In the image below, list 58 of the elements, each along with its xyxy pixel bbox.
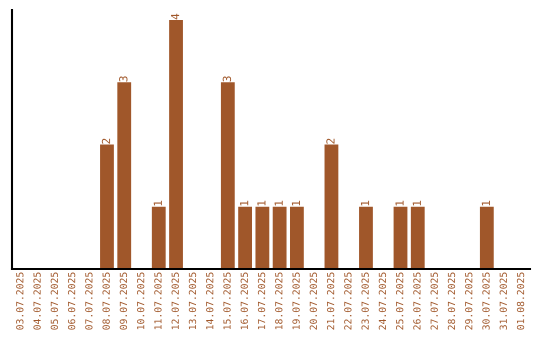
bar	[290, 206, 304, 269]
x-tick-label: 09.07.2025	[120, 272, 128, 330]
x-tick-label: 28.07.2025	[448, 272, 456, 330]
bar	[152, 206, 166, 269]
data-label: 4	[171, 14, 180, 20]
data-label: 1	[395, 200, 404, 206]
bar	[480, 206, 494, 269]
x-tick-label: 24.07.2025	[378, 272, 386, 330]
x-tick-label: 25.07.2025	[396, 272, 404, 330]
x-tick-label: 30.07.2025	[482, 272, 490, 330]
bar	[272, 206, 287, 269]
x-tick-label: 15.07.2025	[223, 272, 231, 330]
x-tick-label: 06.07.2025	[68, 272, 76, 330]
data-label: 1	[412, 200, 421, 206]
x-tick-label: 05.07.2025	[50, 272, 58, 330]
x-tick-label: 12.07.2025	[172, 272, 179, 330]
bar	[220, 82, 235, 269]
data-label: 1	[240, 200, 248, 206]
x-tick-label: 26.07.2025	[413, 272, 421, 330]
bar	[169, 20, 183, 269]
data-label: 1	[292, 200, 300, 206]
data-label: 1	[154, 200, 162, 206]
x-tick-label: 03.07.2025	[16, 272, 24, 330]
x-tick-label: 10.07.2025	[136, 272, 144, 330]
x-tick-label: 29.07.2025	[465, 272, 472, 330]
bar	[324, 144, 338, 269]
bar	[410, 206, 425, 269]
bar	[359, 206, 373, 269]
x-tick-label: 20.07.2025	[310, 272, 318, 330]
bar	[238, 206, 252, 269]
x-tick-label: 08.07.2025	[102, 272, 110, 330]
x-tick-label: 16.07.2025	[240, 272, 248, 330]
data-label: 2	[326, 138, 335, 144]
x-tick-label: 04.07.2025	[33, 272, 41, 330]
bar	[255, 206, 270, 269]
x-tick-label: 14.07.2025	[206, 272, 214, 330]
data-label: 1	[360, 200, 370, 206]
data-label: 1	[274, 200, 283, 206]
x-tick-label: 18.07.2025	[275, 272, 282, 330]
x-tick-label: 23.07.2025	[361, 272, 369, 330]
data-label: 3	[119, 76, 128, 82]
x-tick-label: 13.07.2025	[188, 272, 196, 330]
x-tick-label: 11.07.2025	[154, 272, 162, 330]
x-tick-label: 21.07.2025	[326, 272, 334, 330]
data-label: 2	[102, 138, 110, 144]
x-tick-label: 07.07.2025	[85, 272, 93, 330]
x-tick-label: 19.07.2025	[292, 272, 300, 330]
x-tick-label: 01.08.2025	[516, 272, 524, 330]
x-tick-label: 27.07.2025	[430, 272, 438, 330]
x-tick-label: 22.07.2025	[344, 272, 352, 330]
data-label: 3	[222, 76, 232, 82]
x-tick-label: 17.07.2025	[258, 272, 266, 330]
bar	[117, 82, 132, 269]
data-label: 1	[257, 200, 266, 206]
bar	[100, 144, 114, 269]
x-tick-label: 31.07.2025	[500, 272, 507, 330]
bar	[394, 206, 408, 269]
data-label: 1	[482, 200, 490, 206]
